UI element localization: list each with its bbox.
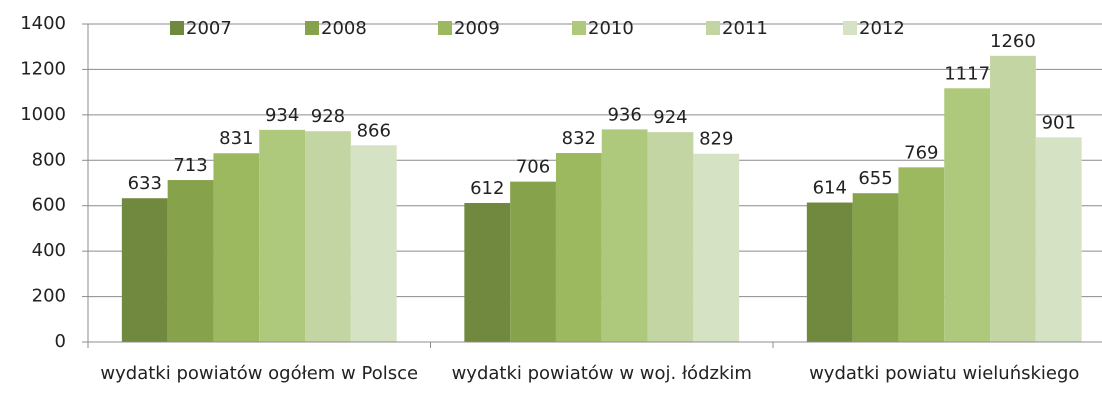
legend-swatch [438, 21, 452, 35]
bar [350, 145, 397, 342]
bar [852, 193, 899, 342]
data-label: 901 [1042, 112, 1076, 133]
bar [510, 181, 556, 342]
data-label: 936 [607, 104, 641, 125]
bar [693, 153, 740, 342]
bar [898, 167, 945, 342]
data-label: 831 [219, 128, 253, 149]
bar [167, 180, 214, 342]
bar [121, 198, 168, 342]
legend-swatch [170, 21, 184, 35]
data-label: 866 [357, 120, 391, 141]
data-label: 1260 [990, 31, 1036, 52]
bar [555, 153, 602, 342]
x-tick-label: wydatki powiatów ogółem w Polsce [100, 363, 419, 384]
bar [601, 129, 648, 342]
bar [213, 153, 260, 342]
x-tick-label: wydatki powiatu wieluńskiego [809, 363, 1080, 384]
bar [990, 55, 1036, 343]
y-tick-label: 1000 [20, 104, 66, 125]
y-tick-label: 400 [32, 240, 66, 261]
y-tick-label: 0 [55, 331, 66, 352]
y-tick-label: 800 [32, 149, 66, 170]
data-label: 934 [265, 105, 299, 126]
legend-label: 2011 [722, 18, 768, 39]
bar [944, 88, 991, 342]
bar [259, 129, 306, 342]
legend-swatch [706, 21, 720, 35]
data-label: 655 [858, 168, 892, 189]
legend-swatch [305, 21, 319, 35]
y-tick-label: 200 [32, 286, 66, 307]
bar [464, 202, 511, 342]
data-label: 829 [699, 129, 733, 150]
data-label: 614 [813, 178, 847, 199]
legend-swatch [572, 21, 586, 35]
data-label: 1117 [944, 63, 990, 84]
data-label: 612 [470, 178, 504, 199]
x-tick-label: wydatki powiatów w woj. łódzkim [451, 363, 752, 384]
legend-label: 2012 [859, 18, 905, 39]
data-label: 769 [904, 142, 938, 163]
bar [1035, 137, 1082, 342]
data-label: 633 [128, 173, 162, 194]
data-label: 713 [173, 155, 207, 176]
y-tick-label: 1200 [20, 58, 66, 79]
y-tick-label: 600 [32, 195, 66, 216]
legend-label: 2007 [186, 18, 232, 39]
legend-label: 2009 [454, 18, 500, 39]
data-label: 924 [653, 107, 687, 128]
legend-swatch [843, 21, 857, 35]
data-label: 706 [516, 157, 550, 178]
data-label: 832 [562, 128, 596, 149]
data-label: 928 [311, 106, 345, 127]
legend-label: 2008 [321, 18, 367, 39]
y-tick-label: 1400 [20, 13, 66, 34]
legend-label: 2010 [588, 18, 634, 39]
bar [806, 202, 853, 342]
bar [305, 131, 351, 342]
bar [647, 132, 694, 342]
